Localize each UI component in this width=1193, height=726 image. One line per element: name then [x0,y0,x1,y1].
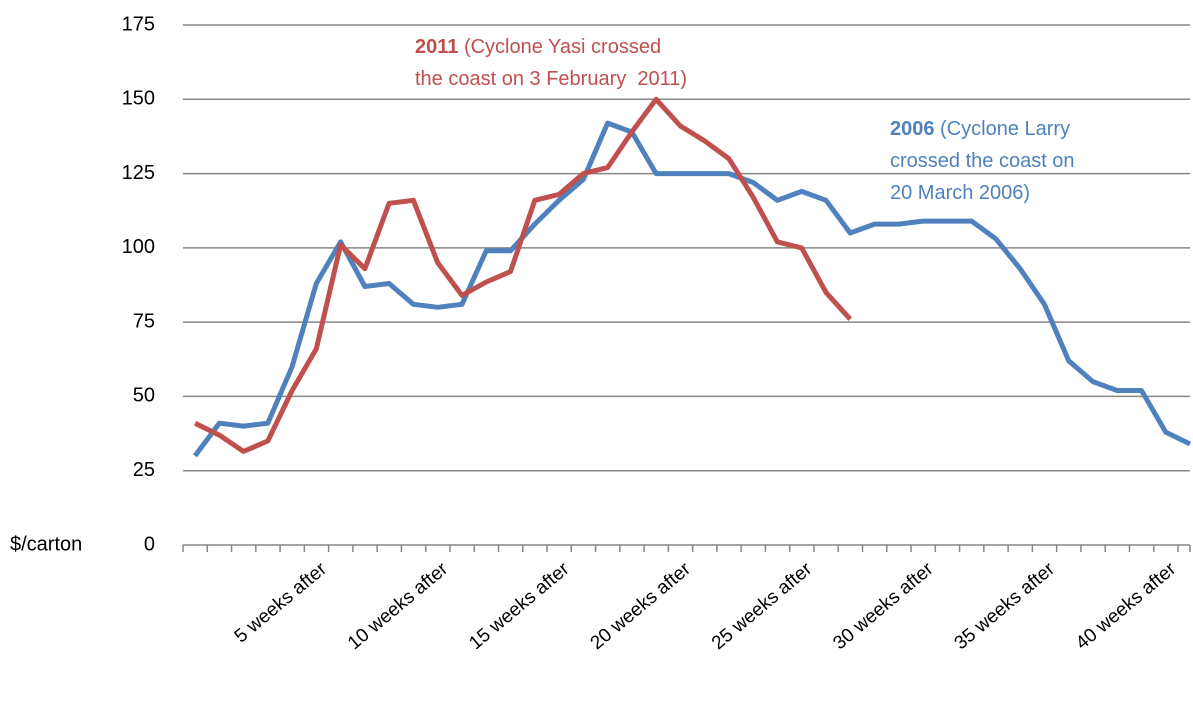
x-tick-label: 30 weeks after [829,558,938,654]
annotation-text: (Cyclone Larry [935,118,1071,140]
annotation-year: 2011 [415,36,458,58]
annotation-year: 2006 [890,118,935,140]
y-tick-label: 75 [133,310,155,332]
series-line [192,120,1192,458]
y-axis-label: $/carton [10,533,82,555]
annotation: 2011 (Cyclone Yasi crossed [415,36,661,58]
series-line [193,96,853,454]
x-tick-label: 10 weeks after [344,558,453,654]
y-tick-label: 0 [144,533,155,555]
annotation: crossed the coast on [890,150,1075,172]
x-tick-label: 40 weeks after [1072,558,1181,654]
x-tick-label: 35 weeks after [951,558,1060,654]
y-tick-label: 100 [122,236,155,258]
y-tick-label: 25 [133,459,155,481]
y-tick-label: 150 [122,88,155,110]
annotation: the coast on 3 February 2011) [415,68,687,90]
annotation-text: (Cyclone Yasi crossed [458,36,661,58]
annotation-text: crossed the coast on [890,150,1075,172]
x-tick-label: 20 weeks after [587,558,696,654]
y-tick-label: 125 [122,162,155,184]
annotation-text: the coast on 3 February 2011) [415,68,687,90]
y-tick-label: 175 [122,13,155,35]
x-tick-label: 15 weeks after [465,558,574,654]
x-tick-label: 25 weeks after [708,558,817,654]
annotation-text: 20 March 2006) [890,182,1030,204]
annotation: 20 March 2006) [890,182,1030,204]
y-tick-label: 50 [133,385,155,407]
annotation: 2006 (Cyclone Larry [890,118,1070,140]
x-tick-label: 5 weeks after [231,558,332,647]
